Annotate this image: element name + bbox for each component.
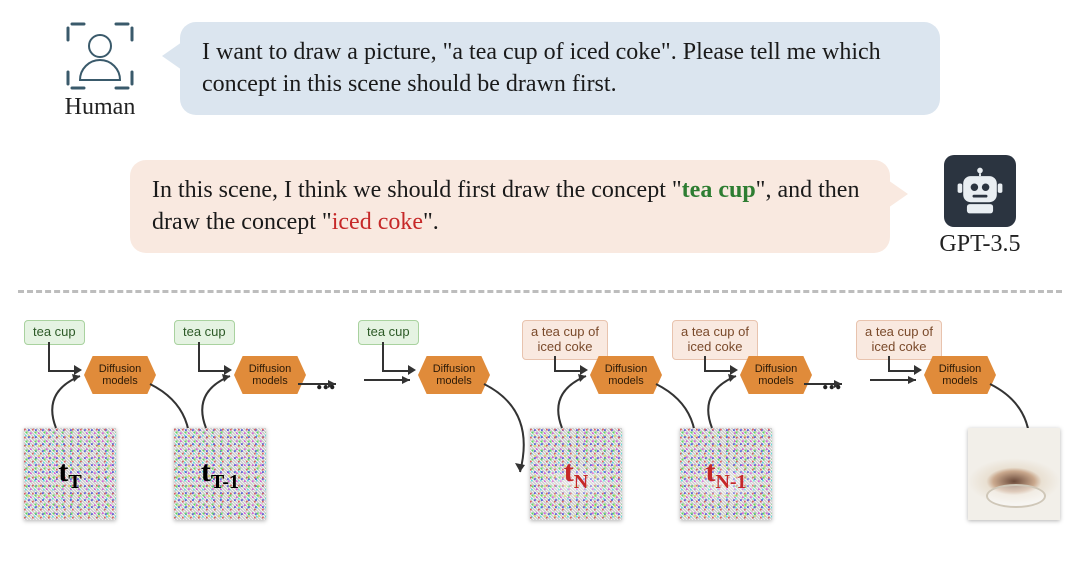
prompt-box-stage1: tea cup [358, 320, 419, 345]
in-arrow [362, 370, 420, 390]
noise-image: tT [24, 428, 116, 520]
human-icon [64, 20, 136, 92]
gpt-text-hl1: tea cup [682, 177, 756, 203]
gpt-text-p1: In this scene, I think we should first d… [152, 177, 682, 203]
human-speech-bubble: I want to draw a picture, "a tea cup of … [180, 22, 940, 115]
gpt-text-p3: ". [423, 209, 439, 235]
timestep-label: tN-1 [705, 455, 746, 494]
ellipsis: ... [316, 366, 336, 396]
image-to-model-arrow [538, 372, 598, 432]
human-label: Human [50, 94, 150, 121]
prompt-box-stage2: a tea cup of iced coke [856, 320, 942, 360]
image-to-model-arrow [182, 372, 242, 432]
timestep-label: tT [58, 455, 81, 494]
noise-image: tN-1 [680, 428, 772, 520]
prompt-box-stage1: tea cup [24, 320, 85, 345]
image-to-model-arrow [688, 372, 748, 432]
final-output-image [968, 428, 1060, 520]
timestep-label: tN [564, 455, 588, 494]
prompt-box-stage2: a tea cup of iced coke [522, 320, 608, 360]
gpt-label: GPT-3.5 [930, 231, 1030, 258]
human-block: Human [50, 20, 150, 121]
prompt-box-stage2: a tea cup of iced coke [672, 320, 758, 360]
gpt-text-hl2: iced coke [332, 209, 423, 235]
section-divider [18, 290, 1062, 293]
noise-image: tT-1 [174, 428, 266, 520]
timestep-label: tT-1 [201, 455, 239, 494]
image-to-model-arrow [32, 372, 92, 432]
prompt-box-stage1: tea cup [174, 320, 235, 345]
gpt-icon [944, 155, 1016, 227]
pipeline-section: tea cup Diffusion models tT tea cup Diff… [0, 320, 1080, 560]
in-arrow [868, 370, 926, 390]
noise-image: tN [530, 428, 622, 520]
gpt-block: GPT-3.5 [930, 155, 1030, 258]
ellipsis: ... [822, 366, 842, 396]
dialogue-section: Human I want to draw a picture, "a tea c… [0, 0, 1080, 280]
gpt-speech-bubble: In this scene, I think we should first d… [130, 160, 890, 253]
human-speech-text: I want to draw a picture, "a tea cup of … [202, 39, 881, 97]
